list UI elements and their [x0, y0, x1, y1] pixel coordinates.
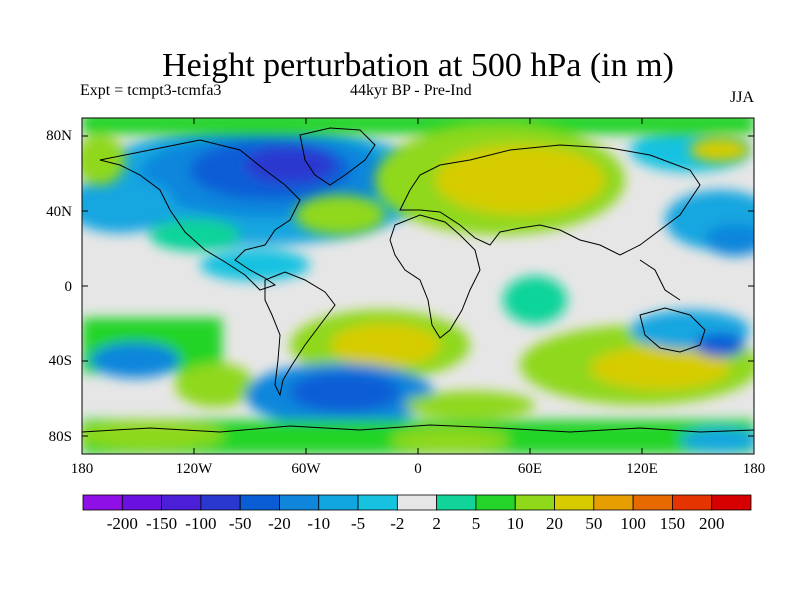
lat-tick-80s: 80S — [48, 429, 72, 445]
colorbar-label: 100 — [620, 514, 646, 533]
colorbar-label: 20 — [546, 514, 564, 533]
colorbar-label: -10 — [307, 514, 331, 533]
lat-tick-40n: 40N — [46, 204, 72, 220]
contour-field — [82, 118, 754, 454]
colorbar-label: -2 — [390, 514, 405, 533]
colorbar-swatch — [593, 494, 634, 511]
colorbar — [82, 494, 752, 511]
colorbar-swatch — [396, 494, 438, 511]
colorbar-label: -150 — [145, 514, 178, 533]
coast-indonesia — [639, 259, 681, 301]
coast-south-america — [264, 271, 336, 397]
lon-tick-60w: 60W — [291, 461, 321, 477]
contour-spac-pos — [175, 363, 255, 407]
colorbar-swatch — [200, 494, 241, 511]
colorbar-swatch — [632, 494, 673, 511]
tick-marks — [81, 118, 755, 454]
lon-tick-60e: 60E — [517, 461, 543, 477]
coast-eurasia — [399, 144, 701, 256]
colorbar-swatch — [672, 494, 713, 511]
lon-tick-180w: 180 — [70, 461, 94, 477]
contour-pacific-neg — [82, 177, 175, 233]
contour-eurasia-core — [435, 145, 605, 215]
contour-so-core — [290, 372, 400, 412]
contour-na-peak — [245, 147, 335, 183]
colorbar-swatch — [82, 494, 123, 511]
contour-antarctic-pos — [82, 421, 225, 449]
contour-siberia-pos — [690, 138, 750, 162]
colorbar-label: 5 — [471, 514, 481, 533]
contour-antarctic-pos2 — [390, 428, 510, 452]
colorbar-label: -20 — [268, 514, 291, 533]
colorbar-label: 50 — [585, 514, 603, 533]
colorbar-label: -200 — [106, 514, 138, 533]
contour-atlantic-pos — [295, 195, 385, 235]
colorbar-label: 150 — [659, 514, 686, 533]
contour-mexico-pos — [150, 219, 240, 251]
colorbar-swatch — [554, 494, 595, 511]
lon-tick-0: 0 — [414, 461, 422, 477]
lon-tick-120w: 120W — [175, 461, 213, 477]
map-title: Height perturbation at 500 hPa (in m) — [162, 47, 674, 84]
coastlines — [82, 127, 754, 433]
contour-npac-core — [705, 224, 754, 256]
colorbar-swatch — [318, 494, 359, 511]
coast-australia — [639, 307, 706, 353]
colorbar-label: 200 — [698, 514, 725, 533]
colorbar-swatch — [436, 494, 477, 511]
colorbar-label: -100 — [185, 514, 217, 533]
contour-trop-neg — [200, 249, 310, 281]
contour-alaska-pos — [82, 135, 125, 185]
lat-tick-40s: 40S — [48, 353, 72, 369]
colorbar-swatch — [279, 494, 320, 511]
colorbar-label: 10 — [506, 514, 524, 533]
colorbar-swatch — [475, 494, 516, 511]
season-label: JJA — [729, 89, 754, 106]
colorbar-swatch — [711, 494, 752, 511]
colorbar-label: 2 — [432, 514, 441, 533]
colorbar-swatch — [161, 494, 202, 511]
lon-tick-120e: 120E — [626, 461, 658, 477]
contour-spac-neg — [90, 342, 180, 378]
contour-so-pos — [405, 391, 535, 419]
lat-tick-0: 0 — [64, 279, 73, 295]
coast-antarctica — [82, 424, 754, 433]
lat-tick-80n: 80N — [46, 128, 72, 144]
colorbar-swatch — [121, 494, 162, 511]
coast-north-america — [99, 139, 301, 291]
coast-greenland — [299, 127, 376, 186]
lon-tick-180e: 180 — [742, 461, 766, 477]
coast-africa — [389, 214, 481, 339]
colorbar-swatch — [239, 494, 280, 511]
experiment-label: Expt = tcmpt3-tcmfa3 — [80, 82, 222, 99]
contour-aus-core — [695, 333, 745, 357]
contour-trop-pos — [503, 276, 567, 324]
colorbar-label: -5 — [350, 514, 366, 533]
colorbar-swatch — [514, 494, 555, 511]
contour-arctic-band — [82, 118, 754, 134]
contour-antarctic-neg — [680, 428, 754, 452]
period-label: 44kyr BP - Pre-Ind — [350, 82, 472, 99]
contour-sio-core — [590, 346, 730, 390]
colorbar-swatch — [357, 494, 398, 511]
contour-satl-core — [330, 323, 440, 367]
colorbar-label: -50 — [228, 514, 252, 533]
